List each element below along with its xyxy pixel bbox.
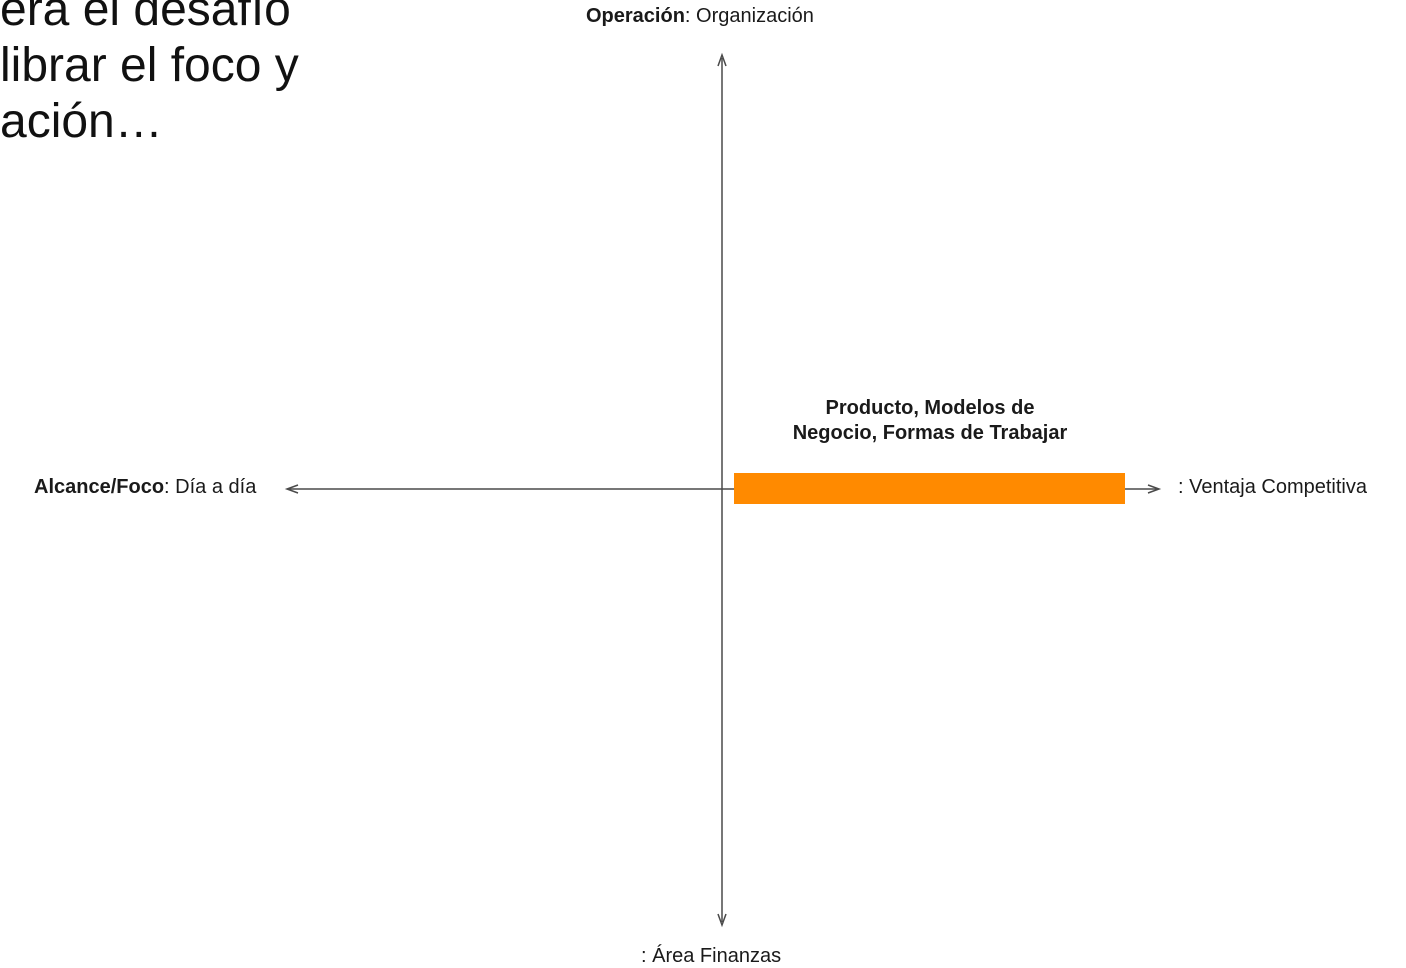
axis-label-right: : Ventaja Competitiva [1178, 476, 1367, 498]
axis-label-top: Operación: Organización [586, 5, 814, 28]
focus-bar [734, 473, 1125, 504]
axis-label-bottom: : Área Finanzas [641, 945, 782, 967]
vertical-axis-arrowhead-top [717, 52, 727, 67]
vertical-axis-arrowhead-bottom [717, 913, 727, 928]
focus-bar-caption: Producto, Modelos de Negocio, Formas de … [734, 396, 1126, 446]
axis-label-left: Alcance/Foco: Día a día [34, 476, 256, 499]
horizontal-axis-arrowhead-right [1147, 484, 1162, 494]
axis-label-top-rest: : Organización [684, 5, 814, 27]
axis-label-top-bold: Operación [586, 5, 685, 27]
heading-line-1: era el desafío [0, 0, 291, 36]
heading-line-3: ación… [0, 95, 163, 148]
axis-label-left-bold: Alcance/Foco [34, 476, 165, 498]
slide-heading: era el desafío librar el foco y ación… [0, 0, 370, 150]
focus-bar-caption-line-1: Producto, Modelos de [825, 397, 1035, 419]
axis-label-left-rest: : Día a día [164, 476, 257, 498]
horizontal-axis-arrowhead-left [284, 484, 299, 494]
heading-line-2: librar el foco y [0, 39, 299, 92]
focus-bar-caption-line-2: Negocio, Formas de Trabajar [792, 422, 1068, 444]
